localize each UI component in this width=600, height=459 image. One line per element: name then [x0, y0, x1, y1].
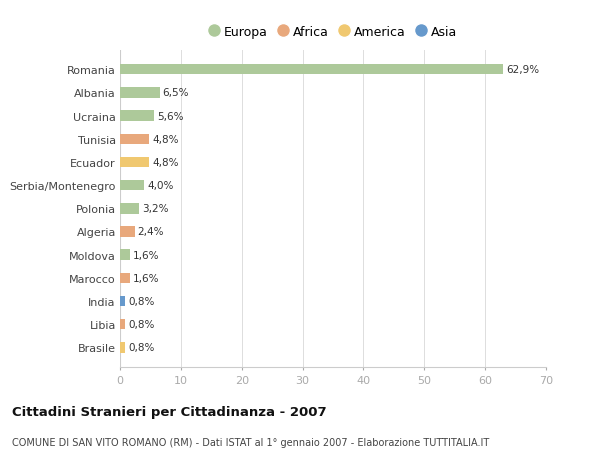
Bar: [120, 250, 130, 260]
Text: 2,4%: 2,4%: [137, 227, 164, 237]
Text: 0,8%: 0,8%: [128, 319, 154, 330]
Bar: [120, 180, 145, 191]
Text: 0,8%: 0,8%: [128, 297, 154, 306]
Text: 0,8%: 0,8%: [128, 342, 154, 353]
Bar: [120, 342, 125, 353]
Bar: [120, 88, 160, 98]
Bar: [120, 204, 139, 214]
Text: 4,8%: 4,8%: [152, 157, 179, 168]
Text: COMUNE DI SAN VITO ROMANO (RM) - Dati ISTAT al 1° gennaio 2007 - Elaborazione TU: COMUNE DI SAN VITO ROMANO (RM) - Dati IS…: [12, 437, 489, 447]
Text: Cittadini Stranieri per Cittadinanza - 2007: Cittadini Stranieri per Cittadinanza - 2…: [12, 405, 326, 419]
Text: 4,0%: 4,0%: [148, 181, 174, 190]
Legend: Europa, Africa, America, Asia: Europa, Africa, America, Asia: [205, 22, 461, 42]
Bar: [120, 111, 154, 122]
Text: 4,8%: 4,8%: [152, 134, 179, 145]
Bar: [120, 157, 149, 168]
Bar: [120, 273, 130, 283]
Text: 3,2%: 3,2%: [143, 204, 169, 214]
Bar: [120, 65, 503, 75]
Text: 6,5%: 6,5%: [163, 88, 189, 98]
Text: 1,6%: 1,6%: [133, 273, 159, 283]
Bar: [120, 227, 134, 237]
Bar: [120, 134, 149, 145]
Bar: [120, 319, 125, 330]
Text: 62,9%: 62,9%: [506, 65, 539, 75]
Text: 5,6%: 5,6%: [157, 112, 184, 121]
Text: 1,6%: 1,6%: [133, 250, 159, 260]
Bar: [120, 296, 125, 307]
